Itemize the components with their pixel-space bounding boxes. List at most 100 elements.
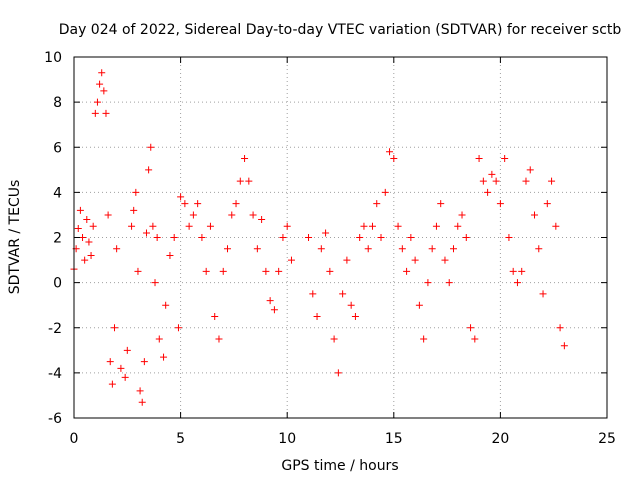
data-point — [130, 206, 138, 214]
data-point — [475, 155, 483, 163]
data-point — [113, 245, 121, 253]
data-point — [386, 148, 394, 156]
data-point — [181, 200, 189, 208]
data-point — [283, 222, 291, 230]
data-point — [330, 335, 338, 343]
data-point — [140, 358, 148, 366]
y-tick-label: 6 — [53, 140, 62, 156]
data-point — [270, 306, 278, 314]
data-point — [145, 166, 153, 174]
data-point — [543, 200, 551, 208]
data-point — [390, 155, 398, 163]
data-point — [185, 222, 193, 230]
data-point — [309, 290, 317, 298]
y-tick-label: 2 — [53, 231, 62, 247]
data-point — [121, 373, 129, 381]
data-point — [262, 267, 270, 275]
data-point — [356, 234, 364, 241]
data-point — [411, 256, 419, 264]
data-point — [142, 229, 150, 237]
data-point — [368, 222, 376, 230]
data-point — [492, 177, 500, 185]
data-point — [403, 267, 411, 275]
data-point — [471, 335, 479, 343]
data-point — [496, 200, 504, 208]
data-point — [79, 234, 87, 241]
y-tick-label: 10 — [44, 50, 62, 66]
data-point — [249, 211, 257, 219]
data-point — [394, 222, 402, 230]
data-point — [215, 335, 223, 343]
data-points — [70, 69, 568, 406]
data-point — [454, 222, 462, 230]
data-point — [364, 245, 372, 253]
grid-lines — [74, 57, 607, 418]
data-point — [245, 177, 253, 185]
data-point — [518, 267, 526, 275]
data-point — [81, 256, 89, 264]
x-tick-label: 15 — [385, 431, 403, 447]
data-point — [266, 297, 274, 305]
data-point — [479, 177, 487, 185]
x-axis-label: GPS time / hours — [281, 458, 398, 474]
data-point — [467, 324, 475, 332]
data-point — [556, 324, 564, 332]
data-point — [219, 267, 227, 275]
data-point — [432, 222, 440, 230]
data-point — [147, 143, 155, 151]
data-point — [87, 252, 95, 260]
data-point — [458, 211, 466, 219]
data-point — [279, 234, 287, 241]
data-point — [138, 398, 146, 406]
data-point — [437, 200, 445, 208]
data-point — [136, 387, 144, 395]
data-point — [151, 279, 159, 287]
y-tick-label: 0 — [53, 276, 62, 292]
y-axis-ticks: -6 -4 -2 0 2 4 6 8 10 — [44, 50, 607, 427]
data-point — [462, 234, 470, 241]
data-point — [202, 267, 210, 275]
data-point — [428, 245, 436, 253]
data-point — [509, 267, 517, 275]
data-point — [505, 234, 513, 241]
data-point — [526, 166, 534, 174]
data-point — [253, 245, 261, 253]
data-point — [347, 301, 355, 309]
data-point — [224, 245, 232, 253]
x-tick-label: 25 — [598, 431, 616, 447]
data-point — [128, 222, 136, 230]
data-point — [501, 155, 509, 163]
data-point — [106, 358, 114, 366]
data-point — [104, 211, 112, 219]
data-point — [85, 238, 93, 246]
y-tick-label: -6 — [48, 411, 62, 427]
data-point — [445, 279, 453, 287]
data-point — [420, 335, 428, 343]
data-point — [441, 256, 449, 264]
data-point — [123, 346, 131, 354]
chart-title: Day 024 of 2022, Sidereal Day-to-day VTE… — [59, 22, 622, 38]
x-tick-label: 20 — [491, 431, 509, 447]
data-point — [548, 177, 556, 185]
data-point — [343, 256, 351, 264]
data-point — [241, 155, 249, 163]
data-point — [117, 364, 125, 372]
y-tick-label: -4 — [48, 366, 62, 382]
data-point — [194, 200, 202, 208]
data-point — [206, 222, 214, 230]
data-point — [339, 290, 347, 298]
data-point — [236, 177, 244, 185]
data-point — [313, 312, 321, 320]
data-point — [535, 245, 543, 253]
data-point — [424, 279, 432, 287]
data-point — [258, 215, 266, 223]
data-point — [275, 267, 283, 275]
data-point — [76, 206, 84, 214]
x-tick-label: 5 — [176, 431, 185, 447]
data-point — [149, 222, 157, 230]
data-point — [98, 69, 106, 77]
data-point — [449, 245, 457, 253]
data-point — [174, 324, 182, 332]
data-point — [170, 234, 178, 241]
